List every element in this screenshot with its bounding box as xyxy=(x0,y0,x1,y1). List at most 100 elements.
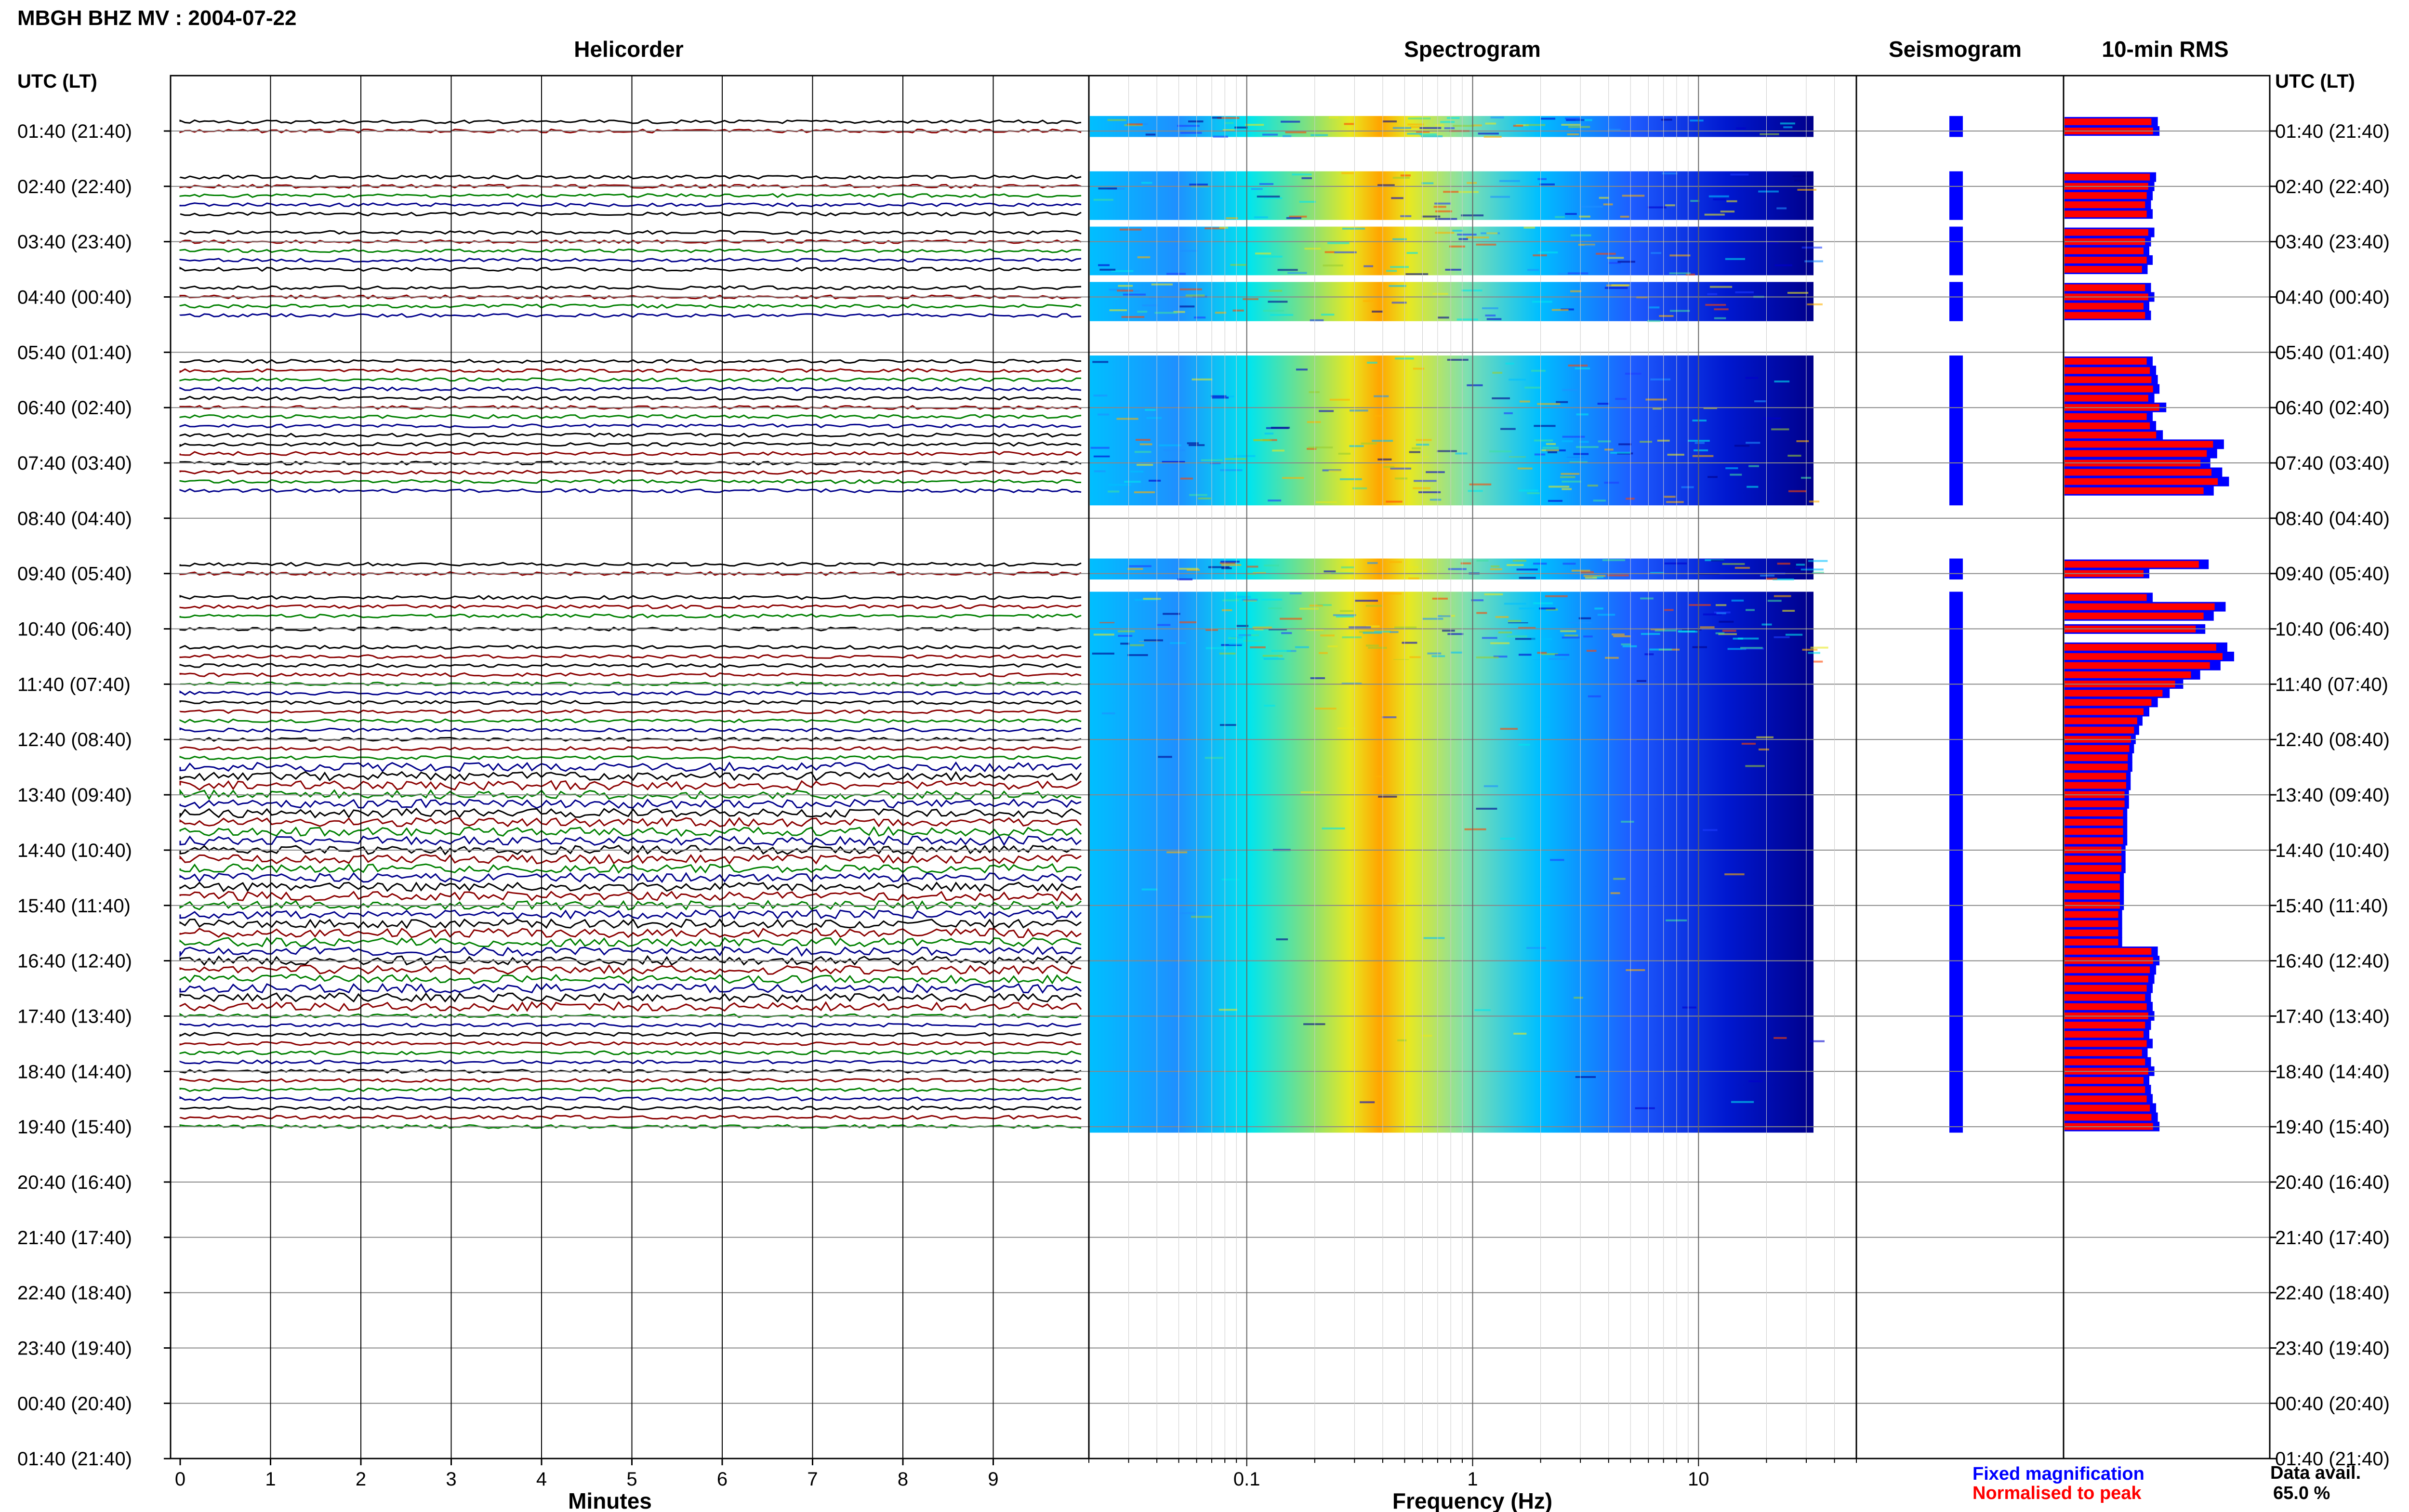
helicorder-trace xyxy=(179,909,1082,920)
spectrogram-speckle xyxy=(1662,172,1678,175)
spectrogram-band xyxy=(1090,457,1813,506)
spectrogram-speckle xyxy=(1734,445,1750,447)
spectrogram-speckle xyxy=(1771,428,1789,431)
time-label-right: 19:40 (15:40) xyxy=(2275,1117,2390,1138)
spectrogram-speckle xyxy=(1222,599,1239,602)
spectrogram-speckle xyxy=(1598,440,1611,443)
spectrogram-speckle xyxy=(1193,316,1206,319)
spectrogram-speckle xyxy=(1604,448,1614,451)
spectrogram-speckle xyxy=(1746,609,1755,611)
time-label-left: 22:40 (18:40) xyxy=(17,1283,132,1304)
spectrogram-speckle xyxy=(1537,652,1547,654)
spectrogram-speckle xyxy=(1560,630,1576,632)
spectrogram-speckle xyxy=(1588,695,1601,697)
spectrogram-speckle xyxy=(1682,1006,1697,1009)
spectrogram-speckle xyxy=(1120,643,1130,645)
spectrogram-speckle xyxy=(1567,133,1579,135)
spectrogram-speckle xyxy=(1366,625,1380,628)
spectrogram-speckle xyxy=(1442,630,1455,632)
spectrogram-speckle xyxy=(1151,283,1173,286)
spectrogram-speckle xyxy=(1434,202,1451,205)
spectrogram-speckle xyxy=(1613,878,1626,880)
rms-bar-normalised xyxy=(2065,358,2147,365)
spectrogram-speckle xyxy=(1719,620,1734,623)
spectrogram-speckle xyxy=(1583,635,1593,638)
spectrogram-speckle xyxy=(1655,629,1676,631)
spectrogram-speckle xyxy=(1527,269,1539,271)
spectrogram-speckle xyxy=(1533,563,1547,565)
spectrogram-speckle xyxy=(1513,125,1523,127)
spectrogram-speckle xyxy=(1485,122,1496,125)
spectrogram-speckle xyxy=(1342,636,1362,639)
spectrogram-speckle xyxy=(1251,188,1263,190)
time-label-right: 07:40 (03:40) xyxy=(2275,453,2390,474)
helicorder-panel xyxy=(179,119,1082,1129)
time-label-left: 23:40 (19:40) xyxy=(17,1338,132,1359)
rms-bar-normalised xyxy=(2065,874,2120,881)
spectrogram-speckle xyxy=(1613,635,1631,638)
spectrogram-speckle xyxy=(1187,442,1199,445)
spectrogram-speckle xyxy=(1796,564,1805,566)
spectrogram-speckle xyxy=(1360,1101,1375,1104)
spectrogram-speckle xyxy=(1533,254,1547,257)
spectrogram-speckle xyxy=(1230,263,1246,266)
seismogram-trace xyxy=(1949,641,1963,663)
spectrogram-speckle xyxy=(1116,418,1138,420)
spectrogram-speckle xyxy=(1664,496,1676,498)
spectrogram-speckle xyxy=(1263,658,1284,660)
spectrogram-speckle xyxy=(1108,490,1120,493)
spectrogram-speckle xyxy=(1686,273,1695,276)
spectrogram-speckle xyxy=(1504,412,1513,414)
helicorder-trace xyxy=(179,854,1082,865)
spectrogram-speckle xyxy=(1562,488,1572,490)
minute-tick-label: 3 xyxy=(446,1469,456,1490)
spectrogram-speckle xyxy=(1562,389,1578,391)
spectrogram-speckle xyxy=(1745,377,1759,379)
spectrogram-speckle xyxy=(1187,569,1200,571)
window-title: MBGH BHZ MV : 2004-07-22 xyxy=(17,6,296,30)
helicorder-trace xyxy=(179,1050,1082,1055)
spectrogram-speckle xyxy=(1492,397,1510,399)
spectrogram-speckle xyxy=(1352,487,1367,489)
spectrogram-panel xyxy=(1090,116,1828,1133)
data-avail-label: Data avail. xyxy=(2270,1463,2361,1483)
spectrogram-speckle xyxy=(1482,637,1497,639)
spectrogram-speckle xyxy=(1327,242,1350,244)
spectrogram-speckle xyxy=(1262,133,1278,136)
time-axis-labels: 01:40 (21:40) 01:40 (21:40) 02:40 (22:40) 0… xyxy=(17,121,2390,1470)
spectrogram-speckle xyxy=(1808,560,1828,562)
spectrogram-speckle xyxy=(1734,566,1750,569)
spectrogram-speckle xyxy=(1310,134,1328,136)
spectrogram-speckle xyxy=(1783,126,1793,129)
helicorder-trace xyxy=(179,755,1082,761)
spectrogram-speckle xyxy=(1319,652,1328,654)
spectrogram-speckle xyxy=(1737,637,1759,640)
spectrogram-speckle xyxy=(1253,439,1270,441)
spectrogram-speckle xyxy=(1177,125,1200,127)
spectrogram-speckle xyxy=(1303,1023,1325,1026)
spectrogram-speckle xyxy=(1615,398,1627,400)
spectrogram-speckle xyxy=(1569,461,1588,463)
spectrogram-speckle xyxy=(1669,272,1691,275)
spectrogram-speckle xyxy=(1610,892,1620,894)
spectrogram-speckle xyxy=(1795,566,1813,569)
spectrogram-speckle xyxy=(1263,197,1283,199)
spectrogram-speckle xyxy=(1110,298,1120,300)
spectrogram-speckle xyxy=(1416,131,1430,133)
spectrogram-speckle xyxy=(1715,604,1727,606)
spectrogram-speckle xyxy=(1714,308,1729,311)
rms-bar-normalised xyxy=(2065,837,2123,844)
spectrogram-speckle xyxy=(1692,646,1707,648)
spectrogram-speckle xyxy=(1224,458,1246,460)
spectrogram-speckle xyxy=(1499,180,1520,182)
spectrogram-speckle xyxy=(1466,236,1489,238)
spectrogram-speckle xyxy=(1467,182,1477,184)
spectrogram-speckle xyxy=(1437,615,1451,618)
helicorder-trace xyxy=(179,604,1082,609)
spectrogram-speckle xyxy=(1787,455,1801,457)
spectrogram-speckle xyxy=(1711,559,1724,562)
time-label-right: 16:40 (12:40) xyxy=(2275,951,2390,972)
time-label-right: 12:40 (08:40) xyxy=(2275,729,2390,750)
spectrogram-speckle xyxy=(1585,577,1597,579)
spectrogram-speckle xyxy=(1435,124,1444,127)
